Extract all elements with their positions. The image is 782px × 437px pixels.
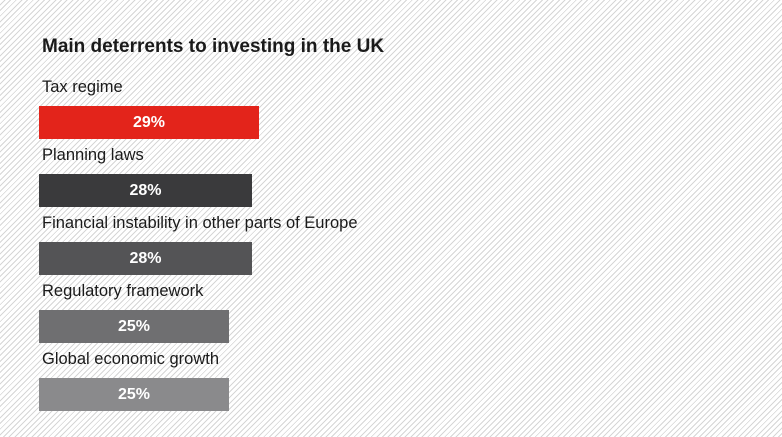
bar: 28% — [39, 174, 252, 207]
category-label: Regulatory framework — [42, 282, 204, 300]
bar-value-label: 25% — [117, 318, 151, 335]
bar-value-label: 28% — [129, 182, 162, 199]
chart-title: Main deterrents to investing in the UK — [42, 36, 385, 57]
category-label: Financial instability in other parts of … — [42, 214, 358, 232]
bar-value-label: 25% — [117, 386, 151, 403]
bar: 25% — [39, 310, 229, 343]
category-label: Global economic growth — [42, 350, 220, 368]
bar: 28% — [39, 242, 252, 275]
bar: 25% — [39, 378, 229, 411]
bar: 29% — [39, 106, 259, 139]
category-label: Tax regime — [42, 78, 123, 96]
bar-value-label: 29% — [132, 114, 166, 131]
bar-value-label: 28% — [129, 250, 162, 267]
category-label: Planning laws — [42, 146, 144, 164]
